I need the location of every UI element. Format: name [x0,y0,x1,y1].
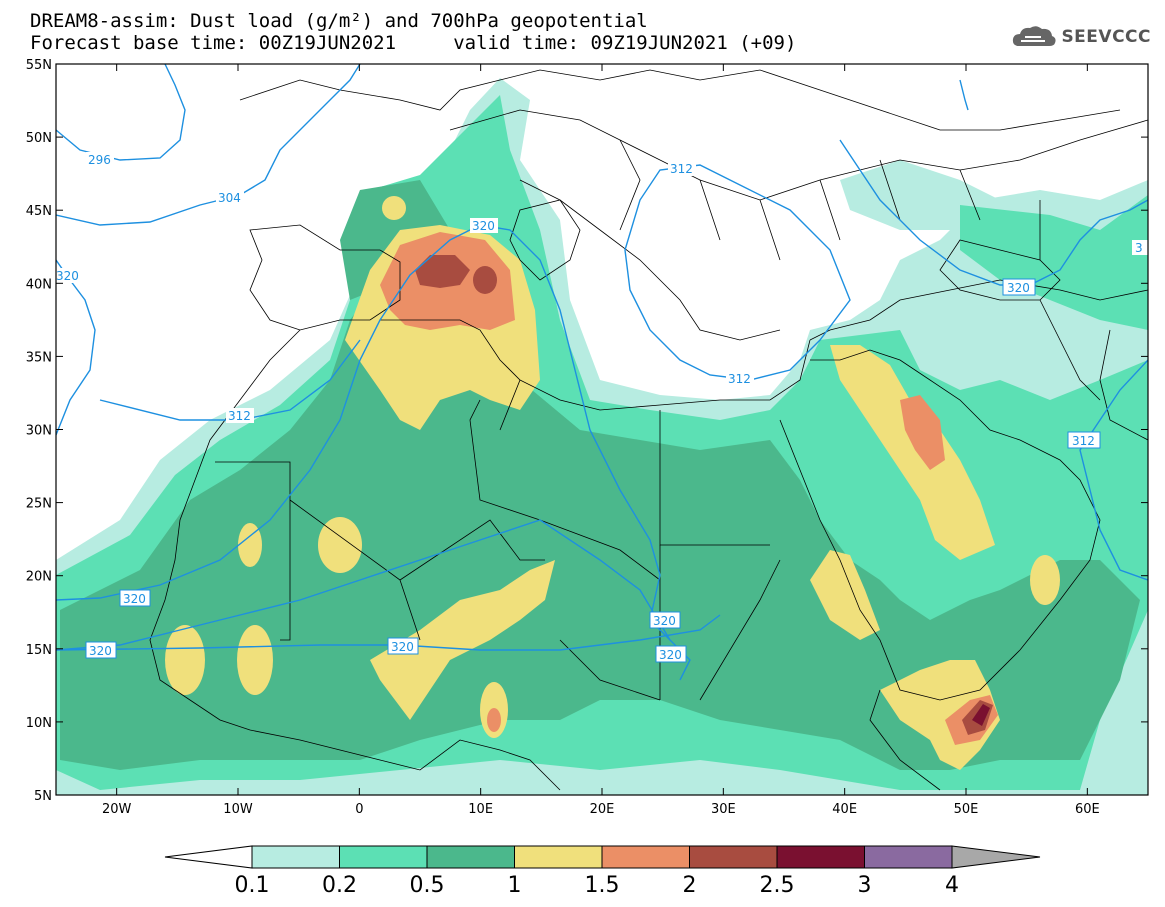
colorbar-tick-label: 3 [858,873,872,898]
lon-label: 10E [468,802,493,817]
contour-label: 304 [218,191,241,205]
dust-shade-1-arabia [830,345,995,560]
colorbar-swatch [251,845,340,869]
dust-shade-1.5-blob [487,708,501,732]
map-title: DREAM8-assim: Dust load (g/m²) and 700hP… [30,10,648,32]
contour-label: 312 [228,409,251,423]
colorbar-tick-label: 1.5 [585,873,620,898]
map-subtitle: Forecast base time: 00Z19JUN2021 valid t… [30,32,797,54]
lon-label: 30E [711,802,736,817]
lat-label: 10N [26,716,52,731]
colorbar: 0.1 0.2 0.5 1 1.5 2 2.5 3 4 [164,845,1041,898]
lat-label: 5N [34,789,52,804]
dust-shade-0.5 [60,280,1140,770]
dust-shade-1-sahel [370,560,555,720]
colorbar-swatch [514,845,603,869]
colorbar-tick-label: 2.5 [760,873,795,898]
colorbar-tick-label: 0.1 [235,873,270,898]
dust-shade-1-africa-east [810,550,880,640]
latitude-axis: 55N 50N 45N 40N 35N 30N 25N 20N 15N 10N 5N [26,58,1148,804]
contour-label: 312 [670,162,693,176]
lat-label: 55N [26,58,52,73]
lon-label: 40E [832,802,857,817]
dust-shade-1.5-arabia [900,395,945,470]
dust-shade-1-horn [880,660,1000,770]
lon-label: 10W [223,802,253,817]
contour-label: 320 [56,269,79,283]
colorbar-swatch [689,845,778,869]
logo-text: SEEVCCC [1061,27,1151,47]
lon-label: 50E [954,802,979,817]
colorbar-swatch [864,845,953,869]
longitude-axis: 20W 10W 0 10E 20E 30E 40E 50E 60E [102,64,1100,817]
lat-label: 45N [26,204,52,219]
contour-label: 320 [659,648,682,662]
contour-label: 312 [1072,434,1095,448]
contour-label: 320 [472,219,495,233]
colorbar-swatch [601,845,690,869]
geopotential-contours [56,64,1148,681]
lon-label: 20E [590,802,615,817]
lat-label: 25N [26,497,52,512]
colorbar-tick-label: 0.2 [322,873,357,898]
contour-label: 320 [391,640,414,654]
colorbar-tick-label: 1 [508,873,522,898]
lon-label: 20W [102,802,132,817]
lat-label: 35N [26,350,52,365]
contour-label: 320 [123,592,146,606]
contour-label: 320 [89,644,112,658]
dust-shade-1-blob5 [1030,555,1060,605]
contour-label: 320 [653,614,676,628]
lat-label: 40N [26,277,52,292]
dust-shade-1-blob1 [318,517,362,573]
dust-shade-1-blob6 [382,196,406,220]
dust-shade-2.5 [972,704,990,726]
colorbar-low-arrow [164,845,253,869]
contour-labels: 296 304 320 312 312 320 320 320 312 320 … [56,152,1148,663]
dust-shade-1-blob7 [238,523,262,567]
lat-label: 50N [26,131,52,146]
colorbar-swatch [339,845,428,869]
contour-label: 296 [88,153,111,167]
lat-label: 30N [26,424,52,439]
lon-label: 60E [1075,802,1100,817]
contour-label: 312 [728,372,751,386]
lat-label: 15N [26,643,52,658]
colorbar-tick-label: 4 [945,873,959,898]
seevccc-logo: SEEVCCC [1011,24,1151,50]
dust-shade-0.2-east [960,195,1148,330]
lat-label: 20N [26,570,52,585]
dust-shade-1-blob3 [165,625,205,695]
contour-label: 3 [1135,241,1143,255]
colorbar-high-arrow [951,845,1041,869]
cloud-icon [1013,26,1057,46]
lon-label: 0 [355,802,363,817]
colorbar-swatch [426,845,515,869]
colorbar-tick-label: 0.5 [410,873,445,898]
dust-shade-2-blob [473,266,497,294]
dust-shade-2-main [415,255,470,288]
dust-shade-1-blob2 [237,625,273,695]
contour-label: 320 [1007,281,1030,295]
colorbar-tick-label: 2 [683,873,697,898]
colorbar-swatch [776,845,865,869]
coastlines-borders [149,69,1148,791]
